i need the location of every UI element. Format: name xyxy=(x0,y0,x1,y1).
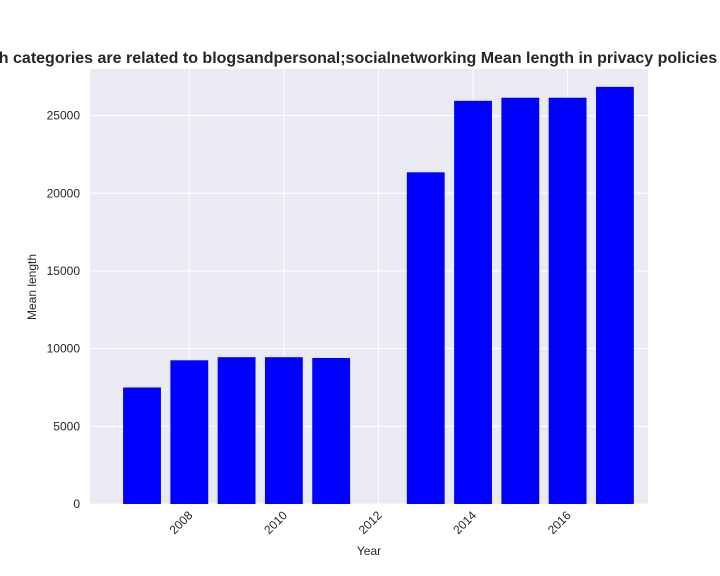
x-tick-label: 2008 xyxy=(167,508,196,537)
x-tick-labels: 2008 2010 2012 2014 2016 xyxy=(167,508,574,537)
bar-2015 xyxy=(501,97,540,504)
y-tick-label: 20000 xyxy=(47,186,81,200)
bar-2010 xyxy=(264,357,303,504)
chart-title: h categories are related to blogsandpers… xyxy=(0,50,717,67)
x-tick-label: 2016 xyxy=(545,508,574,537)
bar-2013 xyxy=(406,172,445,504)
bar-2007 xyxy=(123,387,161,504)
bar-2016 xyxy=(548,97,587,504)
bar-2009 xyxy=(217,357,256,504)
y-tick-label: 15000 xyxy=(47,264,81,278)
y-tick-label: 5000 xyxy=(53,419,80,433)
bars xyxy=(123,86,634,505)
y-tick-labels: 0 5000 10000 15000 20000 25000 xyxy=(47,109,81,511)
x-tick-label: 2014 xyxy=(450,508,479,537)
x-axis-label: Year xyxy=(357,544,381,558)
x-tick-label: 2010 xyxy=(261,508,290,537)
bar-2017 xyxy=(595,86,634,504)
y-axis-label: Mean length xyxy=(25,254,39,320)
y-tick-label: 10000 xyxy=(47,342,81,356)
y-tick-label: 0 xyxy=(73,497,80,511)
bar-2008 xyxy=(170,360,209,504)
bar-2014 xyxy=(454,100,492,505)
x-tick-label: 2012 xyxy=(356,508,385,537)
y-tick-label: 25000 xyxy=(47,109,81,123)
bar-2011 xyxy=(312,357,351,504)
